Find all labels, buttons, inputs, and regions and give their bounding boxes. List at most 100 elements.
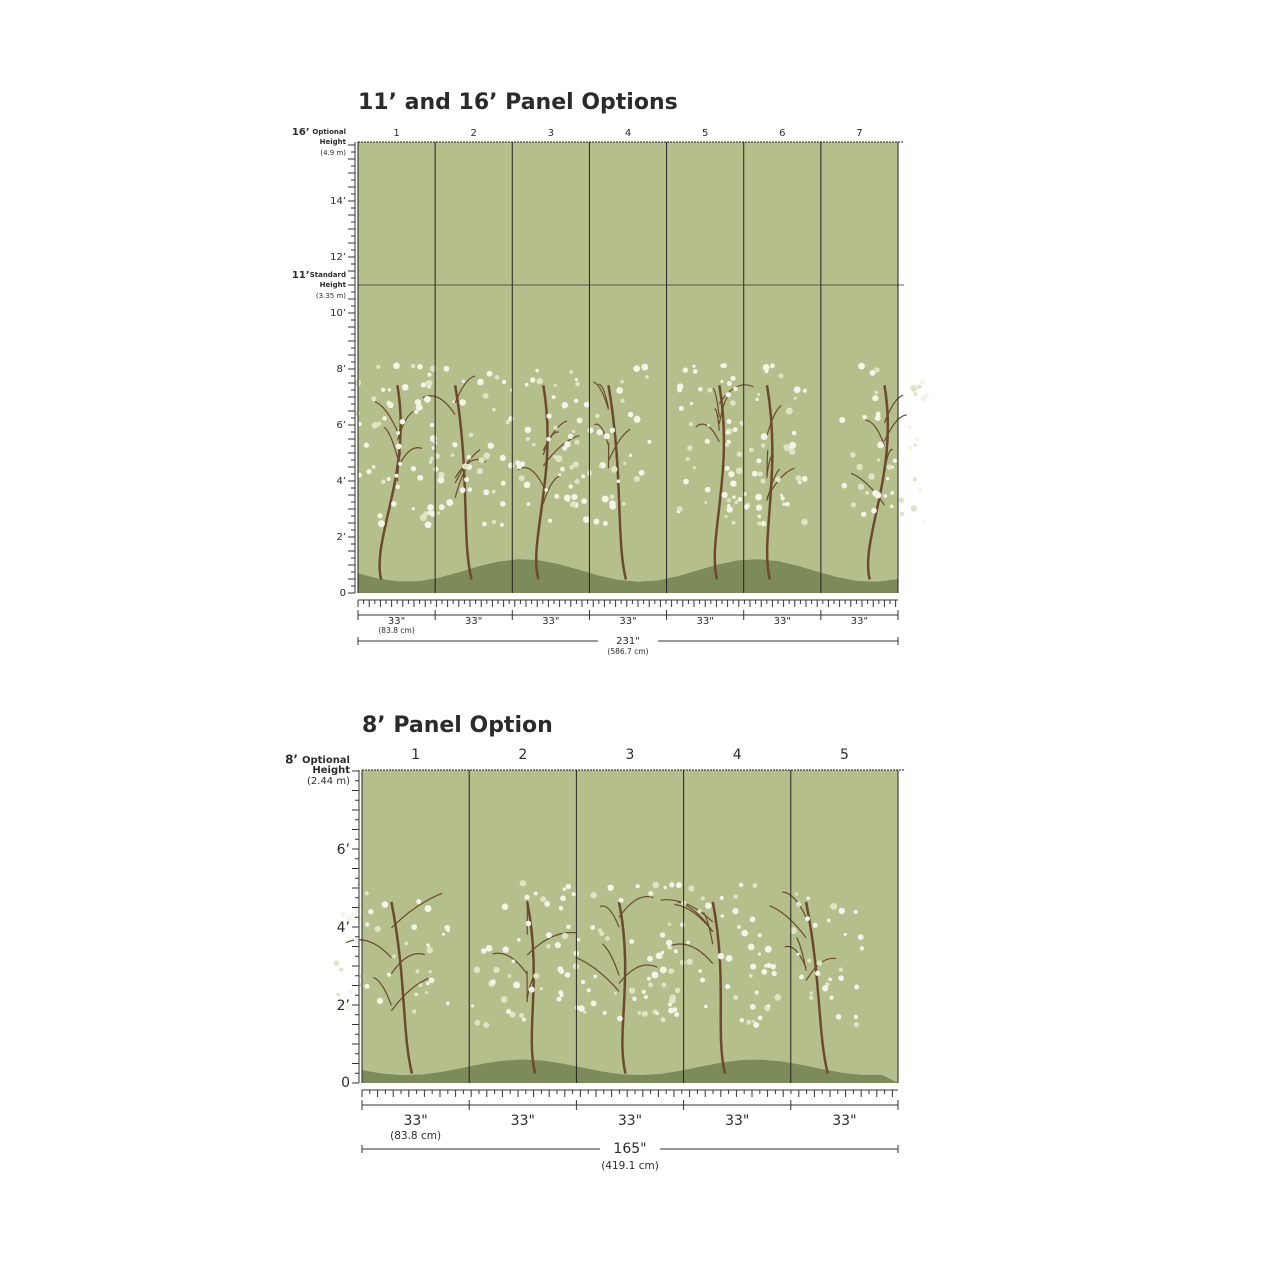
- blossom: [737, 497, 743, 502]
- blossom: [576, 417, 583, 424]
- blossom: [809, 991, 813, 995]
- blossom: [685, 456, 690, 461]
- blossom: [416, 899, 422, 905]
- blossom: [620, 379, 624, 384]
- blossom: [861, 511, 867, 517]
- blossom: [752, 883, 758, 888]
- blossom: [871, 507, 877, 514]
- blossom: [524, 894, 530, 901]
- blossom: [417, 474, 424, 481]
- blossom: [835, 1014, 842, 1020]
- blossom: [525, 436, 530, 442]
- blossom: [627, 411, 634, 418]
- blossom: [429, 456, 434, 461]
- blossom: [912, 477, 917, 482]
- blossom: [445, 1001, 450, 1006]
- blossom: [704, 486, 711, 493]
- blossom: [910, 384, 918, 392]
- blossom: [762, 364, 770, 371]
- blossom: [546, 436, 551, 442]
- blossom: [616, 479, 621, 484]
- blossom: [743, 504, 750, 510]
- blossom: [597, 928, 603, 933]
- blossom: [767, 1004, 771, 1008]
- blossom: [571, 429, 576, 434]
- blossom: [677, 506, 683, 512]
- blossom: [652, 881, 660, 889]
- blossom: [628, 453, 633, 457]
- marker-note: Optional: [312, 128, 346, 136]
- blossom: [485, 944, 493, 952]
- blossom: [567, 433, 574, 440]
- blossom: [753, 1022, 760, 1028]
- blossom: [590, 1000, 597, 1007]
- blossom: [859, 946, 864, 951]
- blossom: [754, 990, 759, 995]
- blossom: [749, 916, 756, 923]
- blossom: [574, 439, 580, 445]
- panel-width: 33": [619, 616, 636, 627]
- marker-label: 11’: [292, 270, 310, 281]
- blossom: [438, 504, 445, 510]
- blossom: [572, 461, 579, 468]
- blossom: [688, 421, 694, 427]
- blossom: [651, 971, 659, 979]
- blossom: [749, 1003, 756, 1010]
- blossom: [697, 909, 702, 914]
- blossom: [593, 518, 600, 525]
- blossom: [751, 470, 758, 477]
- blossom: [697, 386, 703, 392]
- tree-branch: [850, 472, 885, 506]
- blossom: [426, 943, 430, 947]
- blossom: [730, 400, 736, 406]
- panel-width: 33": [725, 1113, 749, 1129]
- blossom: [801, 518, 808, 526]
- ground: [362, 1059, 898, 1083]
- tree-branch: [454, 375, 476, 404]
- blossom: [593, 974, 598, 979]
- blossom: [750, 963, 757, 970]
- blossom: [736, 451, 743, 457]
- tree-branch: [542, 420, 568, 451]
- blossom: [410, 466, 417, 472]
- blossom: [501, 903, 509, 910]
- total-width-metric: (419.1 cm): [601, 1160, 659, 1172]
- blossom: [910, 505, 918, 512]
- tree-trunk: [804, 901, 829, 1074]
- blossom: [659, 932, 666, 938]
- blossom: [679, 959, 686, 966]
- tree-branch: [542, 434, 580, 467]
- blossom: [700, 896, 705, 901]
- tree-branch: [865, 419, 886, 446]
- blossom: [392, 954, 397, 959]
- tree-trunk: [378, 385, 402, 580]
- blossom: [839, 416, 846, 423]
- tree-branch: [526, 931, 577, 956]
- blossom: [348, 989, 354, 995]
- blossom: [850, 502, 857, 508]
- blossom: [553, 425, 558, 430]
- blossom: [583, 401, 590, 408]
- blossom: [874, 414, 881, 421]
- blossom: [807, 958, 812, 963]
- blossom: [596, 429, 603, 436]
- blossom: [785, 407, 793, 415]
- blossom: [556, 996, 562, 1002]
- ground: [358, 559, 898, 593]
- blossom: [733, 994, 739, 1000]
- blossom: [490, 979, 496, 985]
- blossom: [450, 453, 455, 457]
- blossom: [546, 944, 551, 949]
- blossom: [857, 483, 865, 490]
- tree-branch: [782, 891, 807, 918]
- blossom: [629, 939, 635, 944]
- blossom: [424, 990, 428, 995]
- blossom: [558, 968, 565, 974]
- blossom: [429, 422, 435, 428]
- tree-branch: [374, 401, 398, 432]
- blossom: [665, 939, 673, 947]
- blossom: [874, 367, 880, 373]
- blossom: [872, 489, 879, 497]
- tree-branch: [454, 449, 481, 484]
- blossom: [725, 392, 731, 398]
